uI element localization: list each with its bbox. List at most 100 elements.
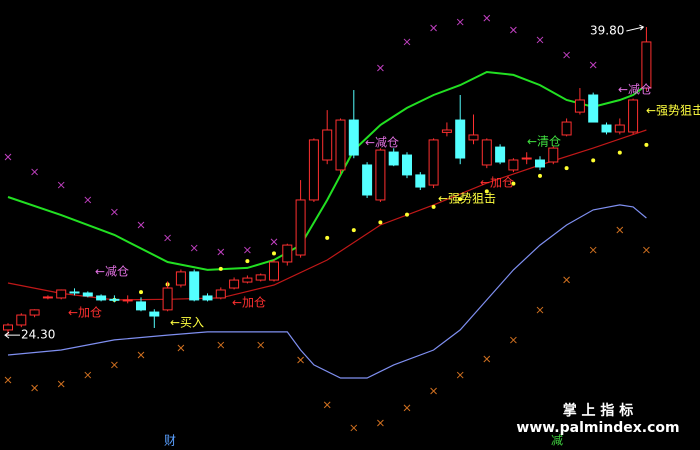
indicator-cross xyxy=(323,401,331,409)
indicator-dot xyxy=(564,166,569,171)
signal-annotation: ←清仓 xyxy=(527,135,561,149)
indicator-dot xyxy=(591,158,596,163)
indicator-cross xyxy=(403,38,411,46)
indicator-cross xyxy=(297,356,304,364)
indicator-cross xyxy=(510,336,517,344)
indicator-cross xyxy=(217,248,225,256)
candle-body xyxy=(628,99,639,133)
indicator-cross xyxy=(403,404,411,412)
indicator-dot xyxy=(245,259,250,264)
indicator-dot xyxy=(351,228,356,233)
signal-annotation: ←强势狙击 xyxy=(438,192,496,206)
candle-body xyxy=(468,134,479,141)
candle-body xyxy=(548,147,559,163)
indicator-cross xyxy=(589,246,597,254)
indicator-cross xyxy=(84,196,92,204)
indicator-cross xyxy=(563,51,570,59)
indicator-cross xyxy=(57,380,65,388)
candle-body xyxy=(588,94,599,123)
candle-body xyxy=(308,139,319,201)
candle-body xyxy=(441,129,452,133)
indicator-cross xyxy=(190,244,198,252)
signal-annotation: ←减仓 xyxy=(365,136,399,150)
indicator-cross xyxy=(430,387,437,395)
candle-body xyxy=(375,149,386,201)
indicator-dot xyxy=(378,220,383,225)
candle-body xyxy=(189,271,200,301)
indicator-dot xyxy=(218,266,223,271)
indicator-cross xyxy=(536,36,544,44)
indicator-dot xyxy=(431,204,436,209)
candle-body xyxy=(402,154,412,176)
candle-body xyxy=(96,295,107,301)
candle-body xyxy=(29,309,40,316)
candle-body xyxy=(495,146,506,163)
candle-body xyxy=(322,129,333,161)
indicator-cross xyxy=(350,424,358,432)
indicator-cross xyxy=(483,355,491,363)
candle-body xyxy=(242,277,253,283)
candle-body xyxy=(455,119,466,159)
watermark-url: www.palmindex.com xyxy=(516,420,679,436)
candle-body xyxy=(175,271,186,286)
indicator-cross xyxy=(4,376,12,384)
candle-body xyxy=(481,139,492,166)
watermark-title: 掌 上 指 标 xyxy=(563,402,634,419)
candle-body xyxy=(82,292,93,297)
footer-mark: 财 xyxy=(164,434,176,448)
candle-body xyxy=(641,41,652,89)
indicator-cross xyxy=(510,26,517,34)
candle-body xyxy=(428,139,439,186)
candle-body xyxy=(56,289,67,299)
candle-body xyxy=(335,119,346,171)
candle-body xyxy=(69,291,80,294)
indicator-dot xyxy=(325,235,330,240)
candle-body xyxy=(614,124,625,133)
indicator-cross xyxy=(377,419,384,427)
candle-body xyxy=(348,119,359,156)
signal-annotation: ←加仓 xyxy=(480,176,514,190)
candle-body xyxy=(162,287,173,311)
indicator-dot xyxy=(644,142,649,147)
indicator-cross xyxy=(137,221,145,229)
indicator-dot xyxy=(458,197,463,202)
signal-annotation: ←买入 xyxy=(170,316,204,330)
indicator-cross xyxy=(217,341,225,349)
plot: 24.30 39.80 ←减仓 ←减仓 ←减仓 ←加仓 ←加仓 ←加仓 ←买入 ←强势狙击 ←强势狙… xyxy=(3,14,700,448)
candle-body xyxy=(535,159,545,168)
signal-annotation: ←强势狙击 xyxy=(646,104,700,118)
indicator-dot xyxy=(139,290,143,295)
candle-body xyxy=(295,199,306,256)
candle-body xyxy=(521,157,532,160)
indicator-cross xyxy=(483,14,491,22)
candle-body xyxy=(42,296,53,299)
candle-body xyxy=(255,274,266,281)
candle-body xyxy=(149,311,160,317)
indicator-cross xyxy=(270,238,278,246)
indicator-cross xyxy=(244,246,251,254)
candle-body xyxy=(388,151,399,166)
indicator-cross xyxy=(456,18,464,26)
candle-body xyxy=(16,314,27,326)
indicator-dot xyxy=(617,150,622,155)
candle-body xyxy=(229,279,240,289)
extreme-arrow xyxy=(626,24,645,32)
indicator-cross xyxy=(643,246,650,254)
candle-body xyxy=(282,244,293,263)
candle-body xyxy=(601,124,612,133)
indicator-cross xyxy=(57,181,65,189)
indicator-cross xyxy=(137,351,145,359)
indicator-cross xyxy=(563,276,570,284)
indicator-cross xyxy=(377,64,384,72)
extreme-label: 24.30 xyxy=(21,328,55,342)
candle-body xyxy=(269,261,279,281)
candle-body xyxy=(508,159,519,171)
indicator-dot xyxy=(538,173,542,178)
candle-body xyxy=(561,121,572,136)
indicator-cross xyxy=(111,361,118,369)
indicator-cross xyxy=(164,234,171,242)
indicator-cross xyxy=(257,341,265,349)
indicator-cross xyxy=(589,61,597,69)
